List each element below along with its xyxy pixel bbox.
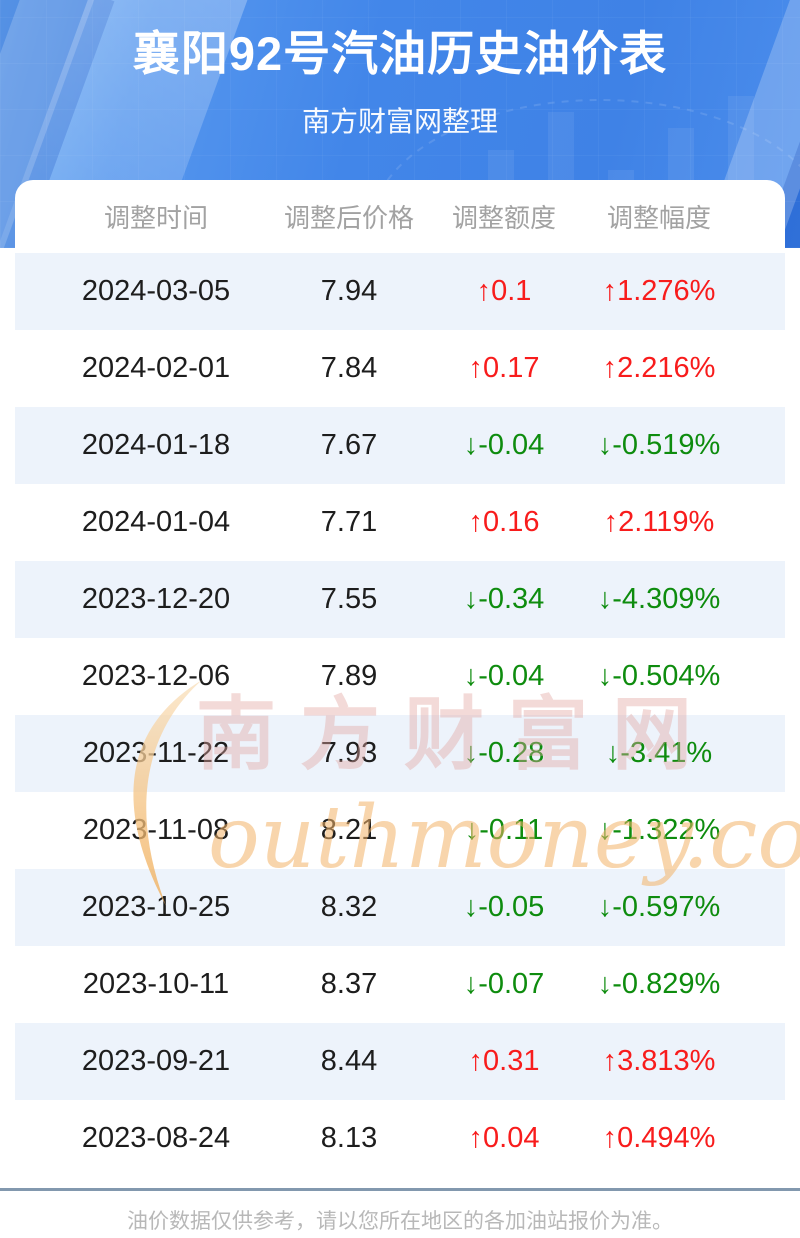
date-cell: 2023-12-20 [81,583,231,615]
column-header-adjust-time: 调整时间 [103,203,208,233]
pct-cell: ↓-4.309% [597,583,721,615]
footer-divider [0,1188,800,1191]
price-cell: 7.71 [320,506,378,538]
date-cell: 2023-10-25 [81,891,231,923]
table-row: 2023-11-22 7.93 ↓-0.28 ↓-3.41% [15,715,785,792]
table-row: 2024-02-01 7.84 ↑0.17 ↑2.216% [15,330,785,407]
date-cell: 2023-09-21 [81,1045,231,1077]
pct-cell: ↑0.494% [602,1122,716,1154]
change-cell: ↑0.16 [468,506,540,538]
change-cell: ↓-0.34 [463,583,545,615]
table-row: 2023-11-08 8.21 ↓-0.11 ↓-1.322% [15,792,785,869]
price-cell: 7.55 [320,583,378,615]
pct-cell: ↑1.276% [602,275,716,307]
pct-cell: ↑2.119% [603,506,715,538]
change-cell: ↑0.04 [468,1122,540,1154]
change-cell: ↓-0.28 [463,737,545,769]
column-header-adjust-rate: 调整幅度 [606,203,711,233]
date-cell: 2024-02-01 [81,352,231,384]
pct-cell: ↓-3.41% [605,737,713,769]
footer-disclaimer: 油价数据仅供参考，请以您所在地区的各加油站报价为准。 [127,1210,673,1233]
change-cell: ↓-0.07 [463,968,545,1000]
page-title: 襄阳92号汽油历史油价表 [132,27,668,80]
price-cell: 8.13 [320,1122,378,1154]
table-row: 2023-10-11 8.37 ↓-0.07 ↓-0.829% [15,946,785,1023]
price-cell: 8.21 [320,814,378,846]
table-row: 2023-10-25 8.32 ↓-0.05 ↓-0.597% [15,869,785,946]
column-header-adjust-amount: 调整额度 [451,203,556,233]
pct-cell: ↓-0.504% [597,660,721,692]
date-cell: 2024-03-05 [81,275,231,307]
table-row: 2024-01-18 7.67 ↓-0.04 ↓-0.519% [15,407,785,484]
price-cell: 7.93 [320,737,378,769]
pct-cell: ↓-0.597% [597,891,721,923]
change-cell: ↓-0.04 [463,429,545,461]
table-row: 2024-03-05 7.94 ↑0.1 ↑1.276% [15,253,785,330]
pct-cell: ↓-0.519% [597,429,721,461]
price-cell: 7.94 [320,275,378,307]
date-cell: 2023-11-08 [82,814,230,846]
table-row: 2023-12-20 7.55 ↓-0.34 ↓-4.309% [15,561,785,638]
price-table-card: 调整时间 调整后价格 调整额度 调整幅度 2024-03-05 7.94 ↑0.… [15,180,785,1177]
date-cell: 2023-10-11 [82,968,230,1000]
change-cell: ↑0.31 [468,1045,540,1077]
date-cell: 2023-08-24 [81,1122,231,1154]
pct-cell: ↑2.216% [602,352,716,384]
table-row: 2023-09-21 8.44 ↑0.31 ↑3.813% [15,1023,785,1100]
pct-cell: ↓-1.322% [597,814,721,846]
pct-cell: ↓-0.829% [597,968,721,1000]
table-header-row: 调整时间 调整后价格 调整额度 调整幅度 [15,180,785,253]
table-row: 2023-12-06 7.89 ↓-0.04 ↓-0.504% [15,638,785,715]
change-cell: ↑0.1 [476,275,532,307]
pct-cell: ↑3.813% [602,1045,716,1077]
table-row: 2024-01-04 7.71 ↑0.16 ↑2.119% [15,484,785,561]
change-cell: ↓-0.05 [463,891,545,923]
change-cell: ↑0.17 [468,352,540,384]
date-cell: 2024-01-18 [81,429,231,461]
column-header-adjusted-price: 调整后价格 [283,203,414,233]
price-cell: 7.67 [320,429,378,461]
table-body: 2024-03-05 7.94 ↑0.1 ↑1.276% 2024-02-01 … [15,253,785,1177]
price-cell: 8.44 [320,1045,378,1077]
date-cell: 2023-11-22 [82,737,230,769]
price-cell: 8.37 [320,968,378,1000]
price-cell: 8.32 [320,891,378,923]
page-subtitle: 南方财富网整理 [301,106,498,137]
table-row: 2023-08-24 8.13 ↑0.04 ↑0.494% [15,1100,785,1177]
change-cell: ↓-0.04 [463,660,545,692]
change-cell: ↓-0.11 [464,814,544,846]
price-cell: 7.89 [320,660,378,692]
price-cell: 7.84 [320,352,378,384]
date-cell: 2024-01-04 [81,506,231,538]
date-cell: 2023-12-06 [81,660,231,692]
